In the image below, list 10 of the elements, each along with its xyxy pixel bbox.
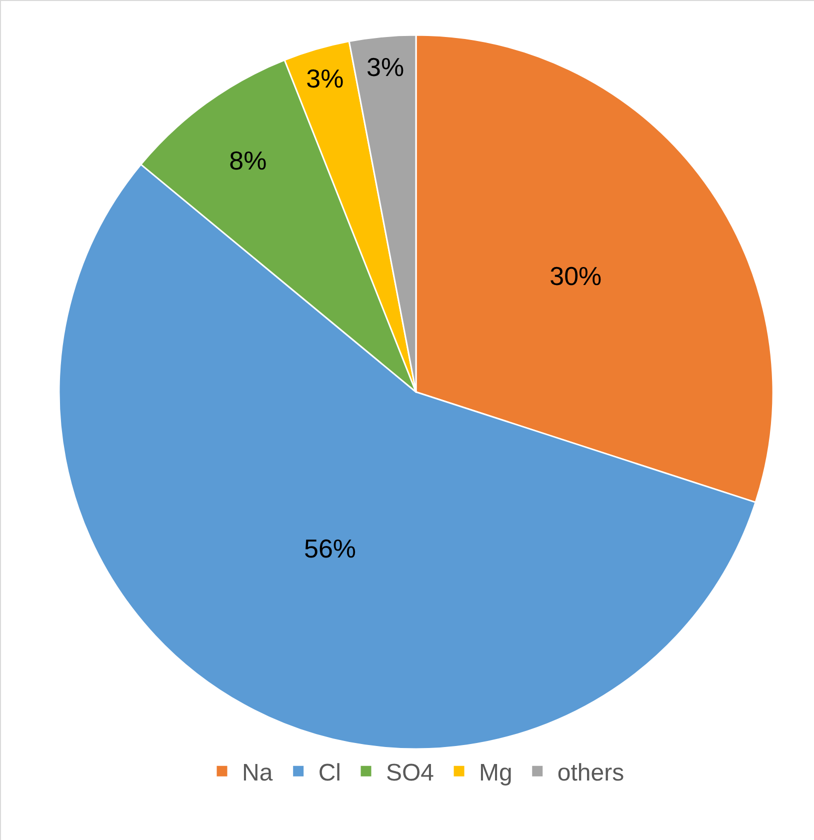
legend-label: Cl <box>318 759 342 786</box>
data-label: 56% <box>304 533 356 564</box>
legend-label: others <box>557 759 624 786</box>
data-label: 3% <box>306 64 344 94</box>
data-label: 8% <box>229 146 267 176</box>
data-label: 30% <box>550 261 602 292</box>
legend-label: Na <box>242 759 274 786</box>
legend-label: SO4 <box>386 759 434 786</box>
data-label: 3% <box>366 52 404 82</box>
legend-label: Mg <box>479 759 512 786</box>
